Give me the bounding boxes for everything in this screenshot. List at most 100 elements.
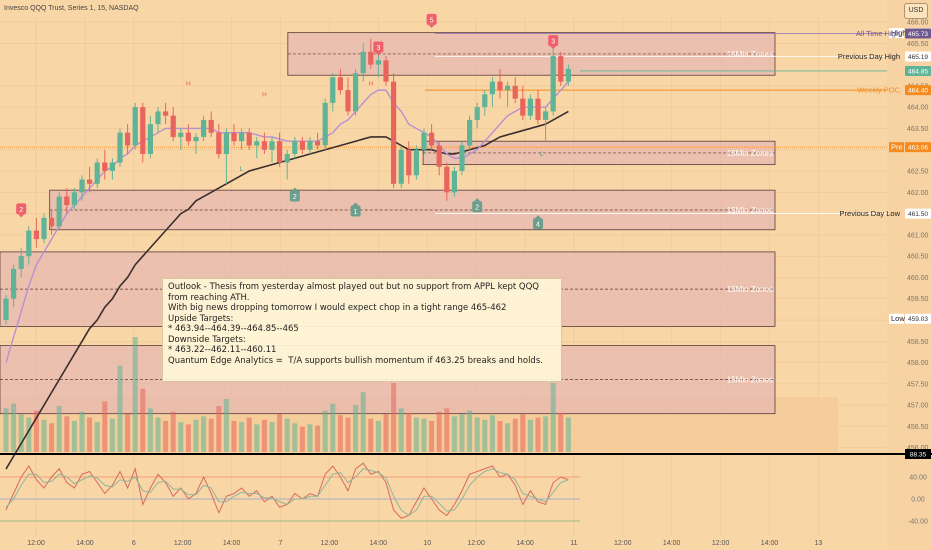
volume-bar xyxy=(565,417,571,452)
candle xyxy=(299,136,305,154)
volume-bar xyxy=(246,417,252,452)
y-tick-label: 459.50 xyxy=(907,296,929,303)
candle-body xyxy=(109,162,115,172)
candle xyxy=(292,136,298,159)
candle xyxy=(520,85,526,120)
candle xyxy=(147,115,153,159)
candle-body xyxy=(444,166,450,193)
candle xyxy=(444,162,450,201)
price-label-badge xyxy=(905,313,931,324)
volume-bar xyxy=(421,418,427,452)
candle xyxy=(71,188,77,210)
currency-button[interactable]: USD xyxy=(904,3,928,19)
note-line: With big news dropping tomorrow I would … xyxy=(168,303,507,313)
price-label-badge xyxy=(905,65,931,76)
candle xyxy=(223,128,229,184)
candle-body xyxy=(64,196,70,206)
candle xyxy=(535,90,541,125)
candle xyxy=(18,247,24,278)
volume-bar xyxy=(436,411,442,452)
candle xyxy=(467,115,473,150)
volume-bar xyxy=(315,425,321,452)
volume-bar xyxy=(512,418,518,452)
candle xyxy=(87,166,93,193)
volume-bar xyxy=(353,404,359,452)
candle xyxy=(489,77,495,108)
candle xyxy=(337,68,343,95)
candle-body xyxy=(459,145,465,172)
signal-label: 3 xyxy=(376,45,380,52)
candle xyxy=(391,73,397,189)
y-tick-label: 457.50 xyxy=(907,381,929,388)
note-line: Outlook - Thesis from yesterday almost p… xyxy=(168,282,542,303)
candle-body xyxy=(413,149,419,176)
oscillator-line-d xyxy=(5,468,569,517)
signal-marker xyxy=(426,13,437,25)
candle xyxy=(527,94,533,120)
candle-body xyxy=(337,77,343,91)
candle-body xyxy=(18,256,24,269)
candle xyxy=(565,64,571,86)
candle xyxy=(231,124,237,146)
volume-bar xyxy=(368,418,374,452)
oscillator-value-badge xyxy=(905,449,931,459)
price-label-value: 465.19 xyxy=(908,54,928,61)
price-label-value: 461.50 xyxy=(908,211,928,218)
y-tick-label: 458.00 xyxy=(907,360,929,367)
y-tick-label: 462.00 xyxy=(907,190,929,197)
volume-bar xyxy=(117,365,123,452)
volume-bar xyxy=(102,401,108,452)
candle-body xyxy=(558,56,564,82)
volume-bar xyxy=(550,383,556,452)
volume-bar xyxy=(459,414,465,452)
analysis-note: Outlook - Thesis from yesterday almost p… xyxy=(162,278,562,382)
x-tick-label: 12:00 xyxy=(321,540,339,547)
candle-body xyxy=(216,132,222,154)
candle-body xyxy=(543,111,549,120)
x-tick-label: 14:00 xyxy=(223,540,241,547)
signal-pointer xyxy=(352,202,359,206)
candle-body xyxy=(535,98,541,120)
candle-body xyxy=(292,141,298,154)
y-tick-label: 462.50 xyxy=(907,169,929,176)
candle-body xyxy=(299,141,305,150)
note-line: Quantum Edge Analytics = T/A supports bu… xyxy=(168,355,543,366)
candle-body xyxy=(132,107,138,146)
zone-label: 15Min Zones xyxy=(727,376,773,385)
x-tick-label: 12:00 xyxy=(467,540,485,547)
signal-pointer xyxy=(535,215,541,219)
volume-bar xyxy=(451,416,457,452)
volume-bar xyxy=(391,383,397,452)
volume-bar xyxy=(41,419,47,452)
candle xyxy=(117,128,123,167)
candle-body xyxy=(223,132,229,154)
price-label-badge xyxy=(905,28,931,39)
candle-body xyxy=(406,149,412,176)
candle xyxy=(26,226,32,265)
candle xyxy=(436,141,442,176)
candle-body xyxy=(512,85,518,99)
pivot-mark: H xyxy=(262,91,267,98)
volume-bar xyxy=(33,410,39,452)
price-level-name: Pre xyxy=(891,143,903,152)
candle-body xyxy=(315,141,321,146)
candle-body xyxy=(147,124,153,154)
candle xyxy=(307,136,313,154)
candle xyxy=(353,68,359,116)
pivot-mark: L xyxy=(240,166,244,173)
candle xyxy=(178,128,184,150)
volume-bar xyxy=(292,423,298,452)
candle xyxy=(315,132,321,150)
y-tick-label: 466.00 xyxy=(907,20,929,27)
candle-body xyxy=(368,51,374,65)
oscillator-tick: 0.00 xyxy=(911,497,925,504)
candle-body xyxy=(345,90,351,112)
volume-bar xyxy=(406,412,412,452)
candle-body xyxy=(49,217,55,227)
pivot-mark: H xyxy=(368,81,373,88)
volume-bar xyxy=(11,403,17,452)
x-tick-label: 6 xyxy=(132,540,136,547)
candle xyxy=(125,124,131,154)
